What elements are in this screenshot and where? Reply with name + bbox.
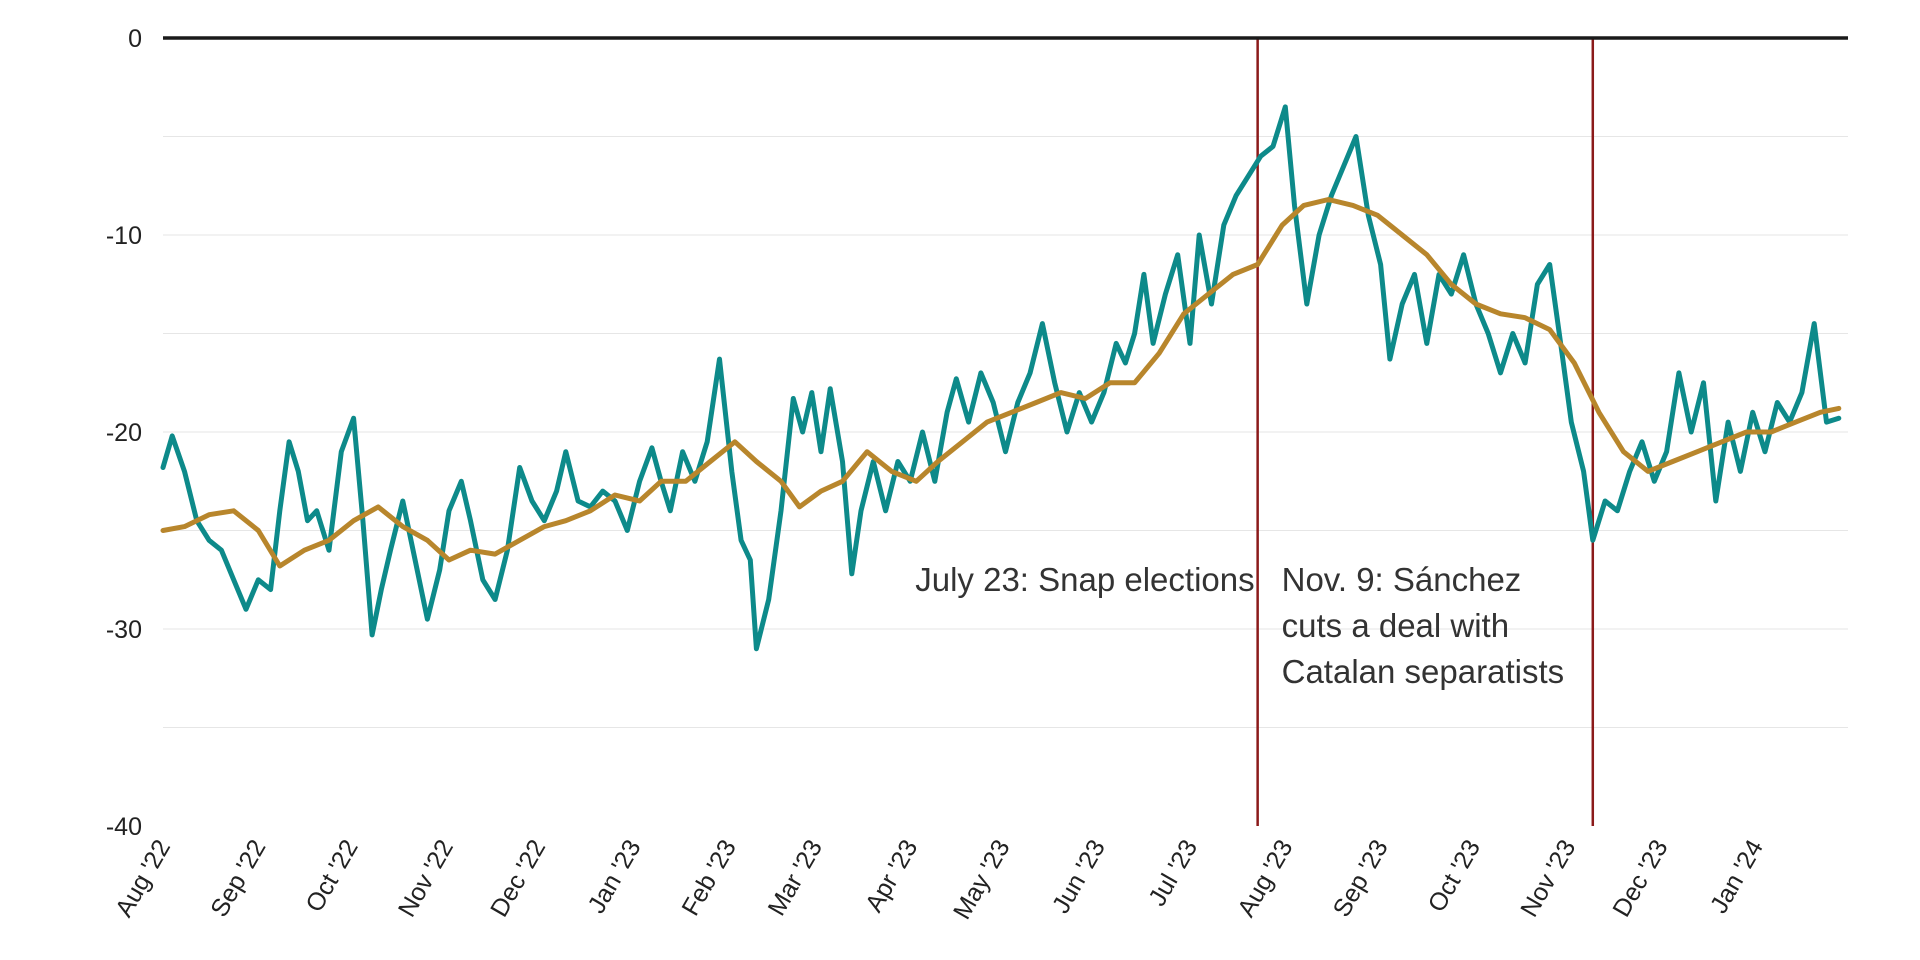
x-axis-ticks: Aug '22 Sep '22 Oct '22 Nov '22 Dec '22 Jan '…: [110, 835, 1769, 924]
annotation-text: July 23: Snap elections: [915, 561, 1254, 598]
annotation-text: Nov. 9: Sánchez: [1282, 561, 1522, 598]
x-tick-label: Dec '22: [485, 835, 551, 922]
y-tick-label: -40: [106, 813, 142, 841]
x-tick-label: Jan '23: [582, 835, 646, 918]
annotations: July 23: Snap elections Nov. 9: Sánchez cu…: [915, 561, 1564, 690]
x-tick-label: Dec '23: [1607, 835, 1673, 922]
x-tick-label: Feb '23: [676, 835, 742, 921]
x-tick-label: Jun '23: [1047, 835, 1111, 918]
x-tick-label: Jul '23: [1143, 835, 1203, 911]
x-tick-label: Oct '22: [300, 835, 363, 917]
x-tick-label: Nov '22: [393, 835, 459, 922]
x-tick-label: Sep '22: [205, 835, 271, 922]
x-tick-label: Sep '23: [1328, 835, 1394, 922]
y-axis-ticks: 0 -10 -20 -30 -40: [106, 25, 142, 841]
y-tick-label: -20: [106, 419, 142, 447]
x-tick-label: Jan '24: [1705, 835, 1769, 918]
x-tick-label: Nov '23: [1515, 835, 1581, 922]
series-lines: [160, 104, 1842, 652]
x-tick-label: Mar '23: [763, 835, 829, 921]
x-tick-label: Aug '23: [1232, 835, 1298, 922]
average-series-line: [160, 197, 1842, 569]
x-tick-label: Apr '23: [860, 835, 923, 917]
event-markers: [1256, 38, 1595, 826]
x-tick-label: May '23: [948, 835, 1016, 924]
x-tick-label: Aug '22: [110, 835, 176, 922]
gridlines: [163, 136, 1848, 728]
y-tick-label: -30: [106, 616, 142, 644]
y-tick-label: -10: [106, 222, 142, 250]
annotation-text: cuts a deal with: [1282, 607, 1509, 644]
x-tick-label: Oct '23: [1423, 835, 1486, 917]
annotation-text: Catalan separatists: [1282, 653, 1564, 690]
daily-series-line: [160, 104, 1842, 652]
y-tick-label: 0: [128, 25, 142, 53]
